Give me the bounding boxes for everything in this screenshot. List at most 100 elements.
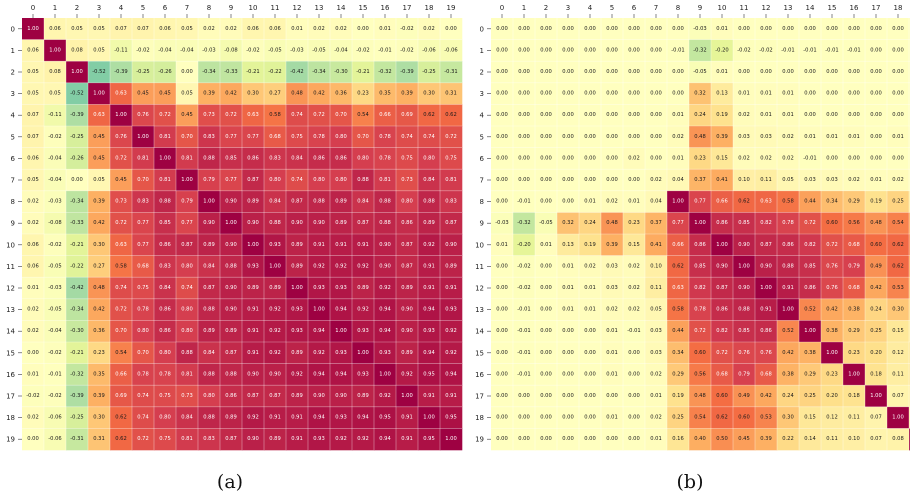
- y-tick-label: 4: [11, 112, 16, 120]
- cell-value-label: 0.01: [379, 26, 391, 32]
- heatmap-cell: [623, 277, 646, 300]
- cell-value-label: 0.54: [115, 350, 127, 356]
- heatmap-cell: [557, 320, 580, 343]
- cell-value-label: 0.94: [445, 371, 457, 377]
- y-tick-label: 15: [6, 349, 15, 357]
- cell-value-label: -0.02: [517, 285, 530, 291]
- cell-value-label: 0.85: [694, 263, 706, 269]
- cell-value-label: -0.21: [356, 69, 369, 75]
- y-tick-label: 16: [6, 371, 15, 379]
- heatmap-cell: [733, 298, 756, 321]
- cell-value-label: 0.01: [584, 199, 596, 205]
- heatmap-cell: [22, 342, 45, 364]
- cell-value-label: 0.00: [606, 91, 618, 97]
- cell-value-label: 0.77: [672, 220, 684, 226]
- heatmap-cell: [330, 61, 353, 84]
- cell-value-label: 0.07: [115, 26, 127, 32]
- heatmap-cell: [440, 428, 463, 451]
- heatmap-cell: [242, 255, 265, 278]
- heatmap-cell: [799, 212, 822, 235]
- heatmap-cell: [176, 428, 199, 451]
- cell-value-label: 0.00: [870, 91, 882, 97]
- heatmap-cell: [176, 61, 199, 84]
- heatmap-cell: [44, 406, 67, 429]
- heatmap-cell: [623, 104, 646, 127]
- heatmap-cell: [865, 82, 888, 105]
- heatmap-cell: [513, 363, 536, 386]
- heatmap-cell: [667, 61, 690, 84]
- heatmap-cell: [843, 428, 866, 451]
- cell-value-label: 0.93: [423, 328, 435, 334]
- cell-value-label: 0.07: [27, 112, 39, 118]
- heatmap-cell: [491, 82, 514, 105]
- cell-value-label: 0.37: [694, 177, 706, 183]
- heatmap-cell: [799, 190, 822, 213]
- cell-value-label: 0.25: [804, 393, 816, 399]
- cell-value-label: 0.91: [335, 242, 347, 248]
- cell-value-label: 0.56: [848, 220, 860, 226]
- x-tick-label: 12: [762, 4, 771, 12]
- heatmap-cell: [396, 428, 419, 451]
- heatmap-cell: [330, 39, 353, 62]
- heatmap-cell: [22, 61, 45, 84]
- heatmap-cell: [110, 342, 133, 364]
- heatmap-cell: [88, 82, 111, 105]
- y-tick-label: 2: [11, 69, 15, 77]
- heatmap-cell: [352, 406, 375, 429]
- heatmap-cell: [154, 18, 177, 40]
- heatmap-cell: [843, 385, 866, 408]
- cell-value-label: 0.91: [269, 415, 281, 421]
- cell-value-label: 0.63: [115, 91, 127, 97]
- heatmap-cell: [733, 190, 756, 213]
- heatmap-cell: [755, 234, 778, 256]
- heatmap-cell: [513, 190, 536, 213]
- cell-value-label: -0.04: [158, 47, 172, 53]
- cell-value-label: 0.90: [760, 263, 772, 269]
- heatmap-cell: [330, 363, 353, 386]
- cell-value-label: 0.45: [181, 112, 193, 118]
- cell-value-label: 0.86: [335, 155, 347, 161]
- cell-value-label: 0.01: [584, 285, 596, 291]
- heatmap-cell: [733, 342, 756, 364]
- cell-value-label: 0.00: [562, 112, 574, 118]
- cell-value-label: 0.00: [562, 415, 574, 421]
- heatmap-cell: [623, 126, 646, 148]
- cell-value-label: 0.66: [672, 242, 684, 248]
- cell-value-label: 0.63: [93, 112, 105, 118]
- cell-value-label: 0.01: [782, 91, 794, 97]
- x-tick-label: 14: [806, 4, 815, 12]
- cell-value-label: 0.94: [335, 371, 347, 377]
- heatmap-cell: [286, 126, 309, 148]
- heatmap-cell: [865, 147, 888, 170]
- heatmap-cell: [755, 298, 778, 321]
- heatmap-cell: [557, 18, 580, 40]
- cell-value-label: 0.30: [93, 415, 105, 421]
- cell-value-label: 0.74: [115, 285, 127, 291]
- heatmap-cell: [887, 39, 910, 62]
- cell-value-label: 0.00: [606, 69, 618, 75]
- heatmap-cell: [645, 363, 668, 386]
- cell-value-label: 0.88: [269, 220, 281, 226]
- cell-value-label: 0.93: [445, 307, 457, 313]
- cell-value-label: 0.94: [423, 350, 435, 356]
- cell-value-label: 0.00: [518, 134, 530, 140]
- heatmap-cell: [66, 18, 89, 40]
- cell-value-label: -0.21: [70, 350, 83, 356]
- heatmap-cell: [330, 406, 353, 429]
- heatmap-cell: [887, 169, 910, 192]
- heatmap-cell: [865, 104, 888, 127]
- heatmap-cell: [601, 342, 624, 364]
- cell-value-label: 0.88: [423, 199, 435, 205]
- heatmap-cell: [601, 18, 624, 40]
- cell-value-label: 0.01: [870, 177, 882, 183]
- y-tick-label: 11: [6, 263, 15, 271]
- heatmap-cell: [308, 234, 331, 256]
- cell-value-label: 0.62: [738, 199, 750, 205]
- heatmap-cell: [579, 169, 602, 192]
- cell-value-label: 0.00: [496, 134, 508, 140]
- cell-value-label: 1.00: [93, 91, 105, 97]
- cell-value-label: 0.45: [93, 155, 105, 161]
- cell-value-label: 0.73: [115, 199, 127, 205]
- heatmap-cell: [821, 212, 844, 235]
- heatmap-cell: [557, 104, 580, 127]
